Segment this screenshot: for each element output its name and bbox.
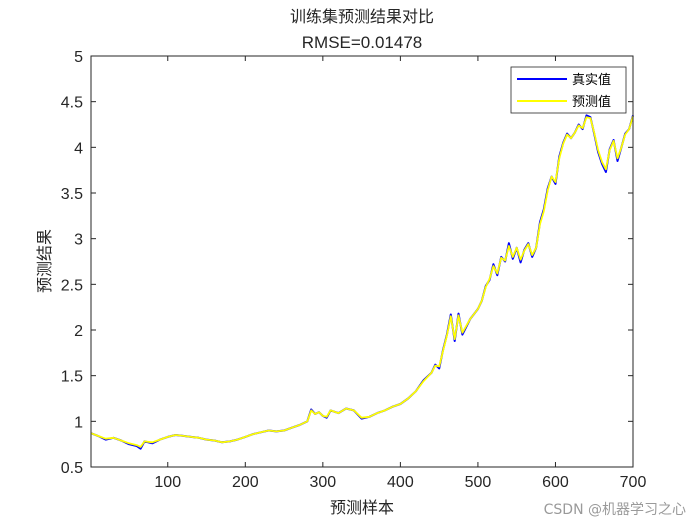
chart-title: 训练集预测结果对比 bbox=[290, 7, 434, 26]
y-axis-ticks: 0.5 1 1.5 2 2.5 3 3.5 4 4.5 5 bbox=[61, 49, 633, 477]
series-layer bbox=[90, 114, 634, 450]
watermark: CSDN @机器学习之心 bbox=[544, 502, 686, 518]
y-axis-label: 预测结果 bbox=[35, 229, 54, 293]
y-tick-label: 0.5 bbox=[61, 460, 83, 477]
x-tick-label: 200 bbox=[232, 474, 259, 491]
y-tick-label: 2.5 bbox=[61, 277, 83, 294]
legend-box bbox=[510, 66, 627, 114]
y-tick-label: 1 bbox=[74, 414, 83, 431]
x-tick-label: 700 bbox=[620, 474, 647, 491]
x-axis-label: 预测样本 bbox=[330, 498, 394, 517]
y-tick-label: 3 bbox=[74, 232, 83, 249]
x-tick-label: 500 bbox=[465, 474, 492, 491]
x-tick-label: 400 bbox=[387, 474, 414, 491]
chart-subtitle: RMSE=0.01478 bbox=[302, 33, 423, 52]
axes-box bbox=[90, 55, 634, 468]
x-axis-ticks: 100 200 300 400 500 600 700 bbox=[154, 56, 646, 491]
plot-area bbox=[91, 56, 633, 467]
legend-label-true: 真实值 bbox=[572, 72, 611, 88]
y-tick-label: 4.5 bbox=[61, 95, 83, 112]
series-line-predicted bbox=[90, 116, 634, 448]
x-tick-label: 300 bbox=[309, 474, 336, 491]
y-tick-label: 2 bbox=[74, 323, 83, 340]
legend-label-predicted: 预测值 bbox=[572, 94, 611, 110]
y-tick-label: 3.5 bbox=[61, 186, 83, 203]
y-tick-label: 4 bbox=[74, 140, 83, 157]
legend: 真实值 预测值 bbox=[510, 66, 627, 114]
y-tick-label: 5 bbox=[74, 49, 83, 66]
y-tick-label: 1.5 bbox=[61, 369, 83, 386]
x-tick-label: 600 bbox=[542, 474, 569, 491]
x-tick-label: 100 bbox=[154, 474, 181, 491]
